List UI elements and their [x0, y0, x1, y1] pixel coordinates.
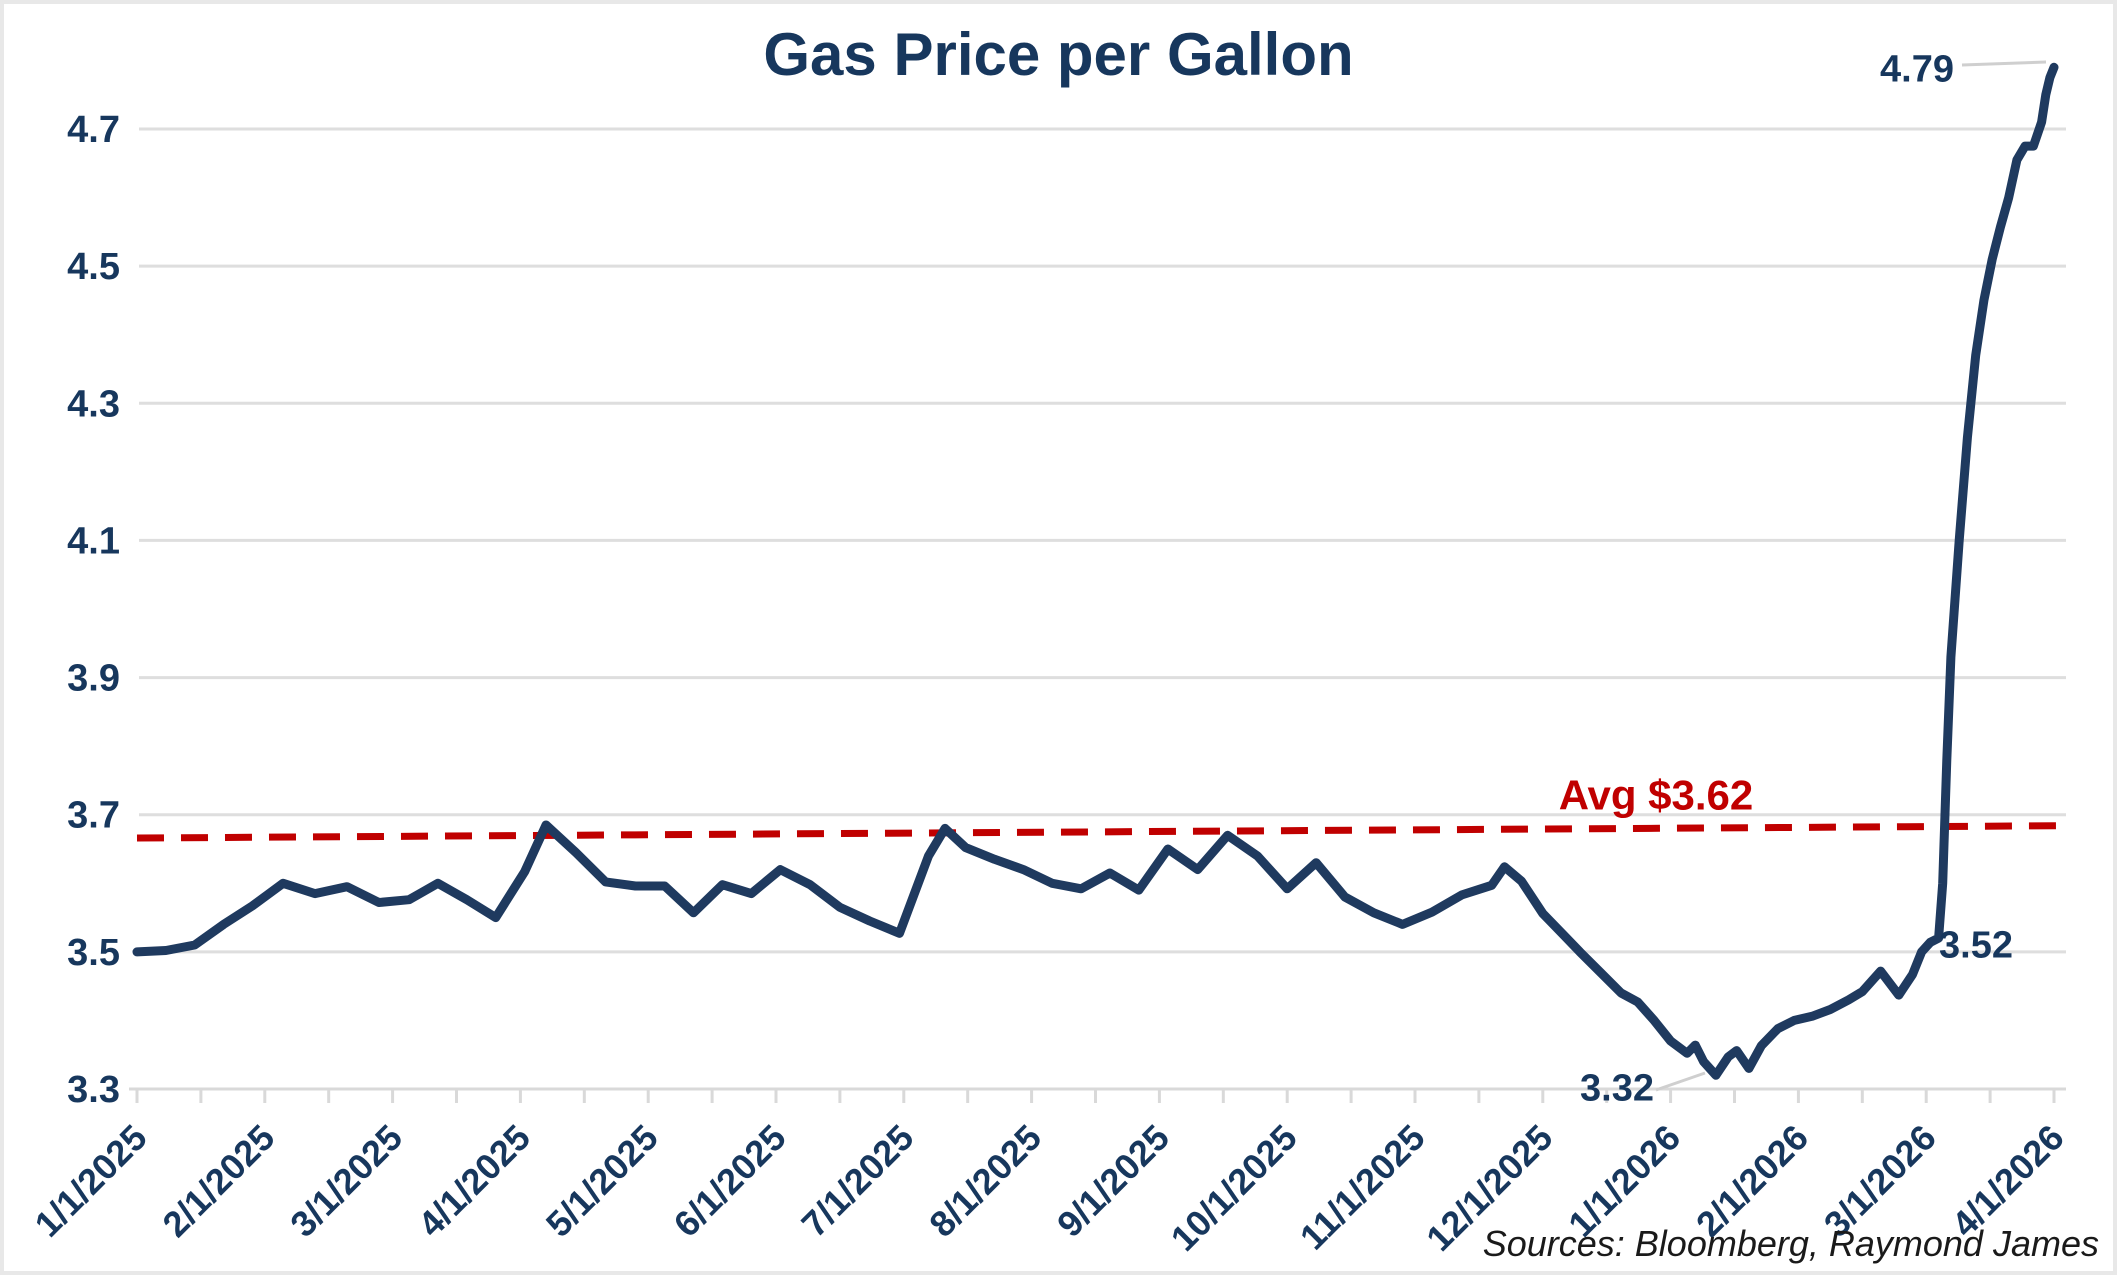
source-note: Sources: Bloomberg, Raymond James	[1482, 1223, 2099, 1264]
annotation-3.52: 3.52	[1939, 924, 2013, 966]
annotation-leader-line	[1655, 1071, 1706, 1092]
x-axis-label: 10/1/2025	[1163, 1117, 1305, 1259]
price-line	[132, 62, 2059, 1080]
x-axis-label: 2/1/2025	[154, 1117, 282, 1245]
x-axis-label: 8/1/2025	[921, 1117, 1049, 1245]
y-axis-label: 4.7	[67, 109, 120, 151]
x-axis-label: 3/1/2025	[282, 1117, 410, 1245]
x-axis-label: 7/1/2025	[793, 1117, 921, 1245]
y-axis-label: 4.3	[67, 383, 120, 425]
x-axis-label: 11/1/2025	[1292, 1117, 1433, 1258]
annotation-Avg-3.62: Avg $3.62	[1559, 772, 1754, 819]
y-axis-label: 4.1	[67, 520, 120, 562]
gas-price-chart: 3.3 3.5 3.7 3.9 4.1 4.3 4.5 4.7 1/1/2025 2/1/2025…	[27, 48, 2072, 1259]
y-axis-label: 4.5	[67, 246, 120, 288]
y-axis-label: 3.9	[67, 658, 120, 700]
y-axis-label: 3.7	[67, 795, 120, 837]
x-axis-label: 6/1/2025	[666, 1117, 794, 1245]
average-price-line	[136, 822, 2067, 842]
y-axis-label: 3.5	[67, 932, 120, 974]
x-axis-label: 4/1/2025	[410, 1117, 538, 1245]
annotation-leader-line	[1961, 60, 2047, 67]
x-axis-label: 1/1/2025	[27, 1117, 155, 1245]
annotation-4.79: 4.79	[1880, 48, 1954, 90]
y-axis-label: 3.3	[67, 1069, 120, 1111]
x-axis-label: 9/1/2025	[1049, 1117, 1177, 1245]
x-axis-label: 5/1/2025	[538, 1117, 666, 1245]
annotation-3.32: 3.32	[1580, 1067, 1654, 1109]
chart-title: Gas Price per Gallon	[763, 21, 1354, 88]
